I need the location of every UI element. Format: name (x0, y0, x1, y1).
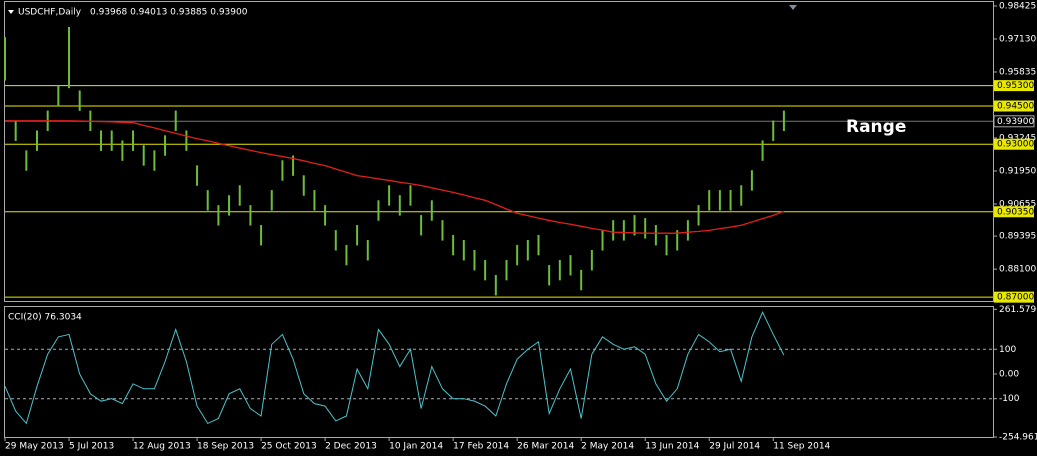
y-tick-label: 0.91950 (999, 166, 1036, 176)
y-tick-label: 0.00 (999, 369, 1019, 379)
y-tick-label: 0.88100 (999, 265, 1036, 275)
x-tick-label: 11 Sep 2014 (773, 442, 830, 452)
x-tick-label: 10 Jan 2014 (389, 442, 443, 452)
y-tick-label: 100 (999, 345, 1016, 355)
y-tick-label: 0.90655 (999, 200, 1036, 210)
y-tick-label: 0.95835 (999, 67, 1036, 77)
current-price-label: 0.93900 (997, 117, 1034, 127)
moving-average (5, 120, 785, 234)
y-tick-label: 0.97130 (999, 34, 1036, 44)
level-label: 0.94500 (997, 102, 1034, 112)
cci-panel (4, 306, 994, 438)
level-label-box (994, 206, 1034, 218)
annotation: Range (846, 117, 906, 137)
x-tick-label: 29 Jul 2014 (709, 442, 760, 452)
level-label-box (994, 138, 1034, 150)
level-label: 0.87000 (997, 293, 1034, 303)
x-tick-label: 2 May 2014 (581, 442, 634, 452)
level-label-box (994, 291, 1034, 303)
x-tick-label: 29 May 2013 (5, 442, 64, 452)
x-tick-label: 18 Sep 2013 (197, 442, 254, 452)
symbol-title: USDCHF,Daily (18, 8, 82, 18)
current-price-box (993, 115, 1035, 128)
y-tick-label: -100 (999, 394, 1020, 404)
y-tick-label: -254.9616 (999, 432, 1037, 442)
x-tick-label: 2 Dec 2013 (325, 442, 377, 452)
y-tick-label: 261.5796 (999, 305, 1037, 315)
level-label: 0.95300 (997, 81, 1034, 91)
price-panel (4, 1, 994, 302)
y-tick-label: 0.89395 (999, 232, 1036, 242)
level-label-box (994, 80, 1034, 92)
level-label: 0.90350 (997, 207, 1034, 217)
x-tick-label: 13 Jun 2014 (645, 442, 699, 452)
shift-marker (789, 5, 797, 10)
x-tick-label: 17 Feb 2014 (453, 442, 509, 452)
y-tick-label: 0.93245 (999, 133, 1036, 143)
level-label-box (994, 100, 1034, 112)
quote: 0.93968 0.94013 0.93885 0.93900 (90, 8, 248, 18)
y-tick-label: 0.98425 (999, 1, 1036, 11)
x-tick-label: 12 Aug 2013 (133, 442, 191, 452)
x-tick-label: 26 Mar 2014 (517, 442, 574, 452)
x-tick-label: 5 Jul 2013 (69, 442, 114, 452)
x-tick-label: 25 Oct 2013 (261, 442, 317, 452)
level-label: 0.93000 (997, 140, 1034, 150)
menu-marker (8, 10, 14, 14)
cci-line (4, 310, 785, 425)
cci-title: CCI(20) 76.3034 (8, 313, 82, 323)
